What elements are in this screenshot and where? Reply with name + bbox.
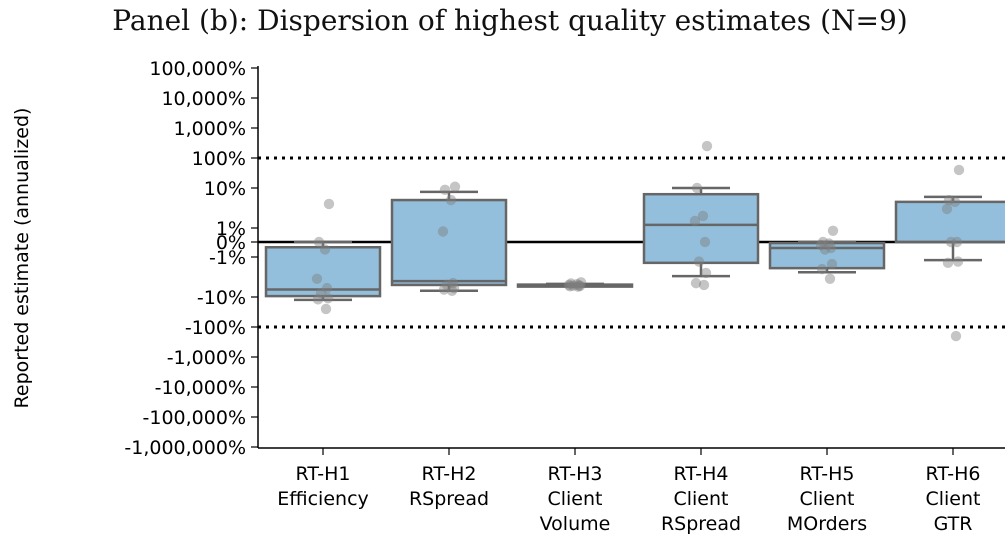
x-tick-label: RT-H3 Client Volume <box>540 463 611 534</box>
data-point <box>698 279 710 291</box>
data-point <box>942 257 954 269</box>
data-point <box>950 330 962 342</box>
data-point <box>826 258 838 270</box>
y-tick-label: -10,000% <box>155 377 246 399</box>
box-4 <box>642 186 760 278</box>
data-point <box>315 287 327 299</box>
data-point <box>693 256 705 267</box>
data-point <box>824 273 836 284</box>
y-tick-label: -1,000% <box>167 347 246 369</box>
box-iqr <box>264 246 382 298</box>
y-axis-label: Reported estimate (annualized) <box>11 108 33 409</box>
data-point <box>447 277 459 289</box>
box-1 <box>264 240 382 302</box>
y-tick-label: 100,000% <box>149 58 246 80</box>
data-point <box>701 140 713 152</box>
data-point <box>690 277 702 289</box>
x-tick-label: RT-H4 Client RSpread <box>661 463 741 534</box>
data-point <box>321 282 333 294</box>
data-point <box>575 277 587 288</box>
y-tick-label: -100,000% <box>143 407 246 429</box>
y-tick-label: -1,000,000% <box>124 437 246 459</box>
data-point <box>437 226 449 237</box>
data-point <box>819 244 831 255</box>
data-point <box>697 210 709 222</box>
data-point <box>941 203 953 215</box>
data-point <box>563 279 575 291</box>
axis-labels: RT-H1 Efficiency RT-H2 RSpread RT-H3 Client Vo… <box>11 108 981 534</box>
y-tick-label: 10% <box>204 178 246 200</box>
axes: 100,000% 10,000% 1,000% 100% 10% 1%0%-1% -10% -… <box>124 58 1005 459</box>
data-point <box>823 238 835 249</box>
y-tick-label: 1% <box>216 218 246 240</box>
y-tick-label: -1% <box>209 247 246 269</box>
data-point <box>313 236 325 248</box>
data-point <box>322 293 334 304</box>
data-point <box>816 263 828 275</box>
data-point <box>567 280 579 291</box>
data-point <box>699 236 711 248</box>
data-point <box>319 244 331 255</box>
data-point <box>574 280 586 292</box>
y-tick-label: -100% <box>185 317 246 339</box>
data-point <box>953 164 965 176</box>
box-iqr <box>642 192 760 265</box>
data-point <box>572 281 584 292</box>
data-point <box>441 279 453 291</box>
box-5 <box>768 240 886 274</box>
data-point <box>827 225 839 236</box>
y-tick-label: 10,000% <box>161 88 246 110</box>
data-point <box>312 294 324 305</box>
y-tick-label: 0% <box>216 232 246 254</box>
box-6 <box>894 195 1005 262</box>
data-point <box>691 182 703 194</box>
box-2 <box>390 190 508 293</box>
data-point <box>320 303 332 315</box>
data-point <box>446 285 458 297</box>
data-point <box>311 273 323 284</box>
x-tick-label: RT-H1 Efficiency <box>277 463 369 510</box>
data-point <box>815 239 827 251</box>
data-point <box>945 236 957 248</box>
x-tick-label: RT-H5 Client MOrders <box>787 463 867 534</box>
data-point <box>445 194 457 206</box>
data-point <box>571 279 583 290</box>
data-point <box>323 198 335 210</box>
data-point <box>565 278 577 289</box>
data-point <box>952 256 964 267</box>
data-point <box>825 242 837 254</box>
data-point <box>448 282 460 294</box>
y-tick-label: -10% <box>197 287 246 309</box>
box-iqr <box>390 198 508 287</box>
data-point <box>439 184 451 196</box>
data-point <box>573 280 585 291</box>
reference-lines <box>258 156 1005 329</box>
data-point <box>943 194 955 206</box>
data-point <box>951 236 963 248</box>
data-point <box>564 281 576 292</box>
x-tick-label: RT-H2 RSpread <box>409 463 489 510</box>
y-tick-label: 100% <box>192 148 246 170</box>
box-iqr <box>894 200 1005 244</box>
chart-title: Panel (b): Dispersion of highest quality… <box>112 4 908 37</box>
y-tick-label: 1,000% <box>174 118 246 140</box>
data-points <box>311 140 965 342</box>
data-point <box>449 181 461 192</box>
x-tick-label: RT-H6 Client GTR <box>925 463 980 534</box>
boxes <box>264 186 1005 302</box>
data-point <box>817 236 829 248</box>
data-point <box>438 284 450 295</box>
data-point <box>949 196 961 208</box>
data-point <box>700 267 712 279</box>
data-point <box>689 215 701 227</box>
box-3 <box>516 282 634 288</box>
